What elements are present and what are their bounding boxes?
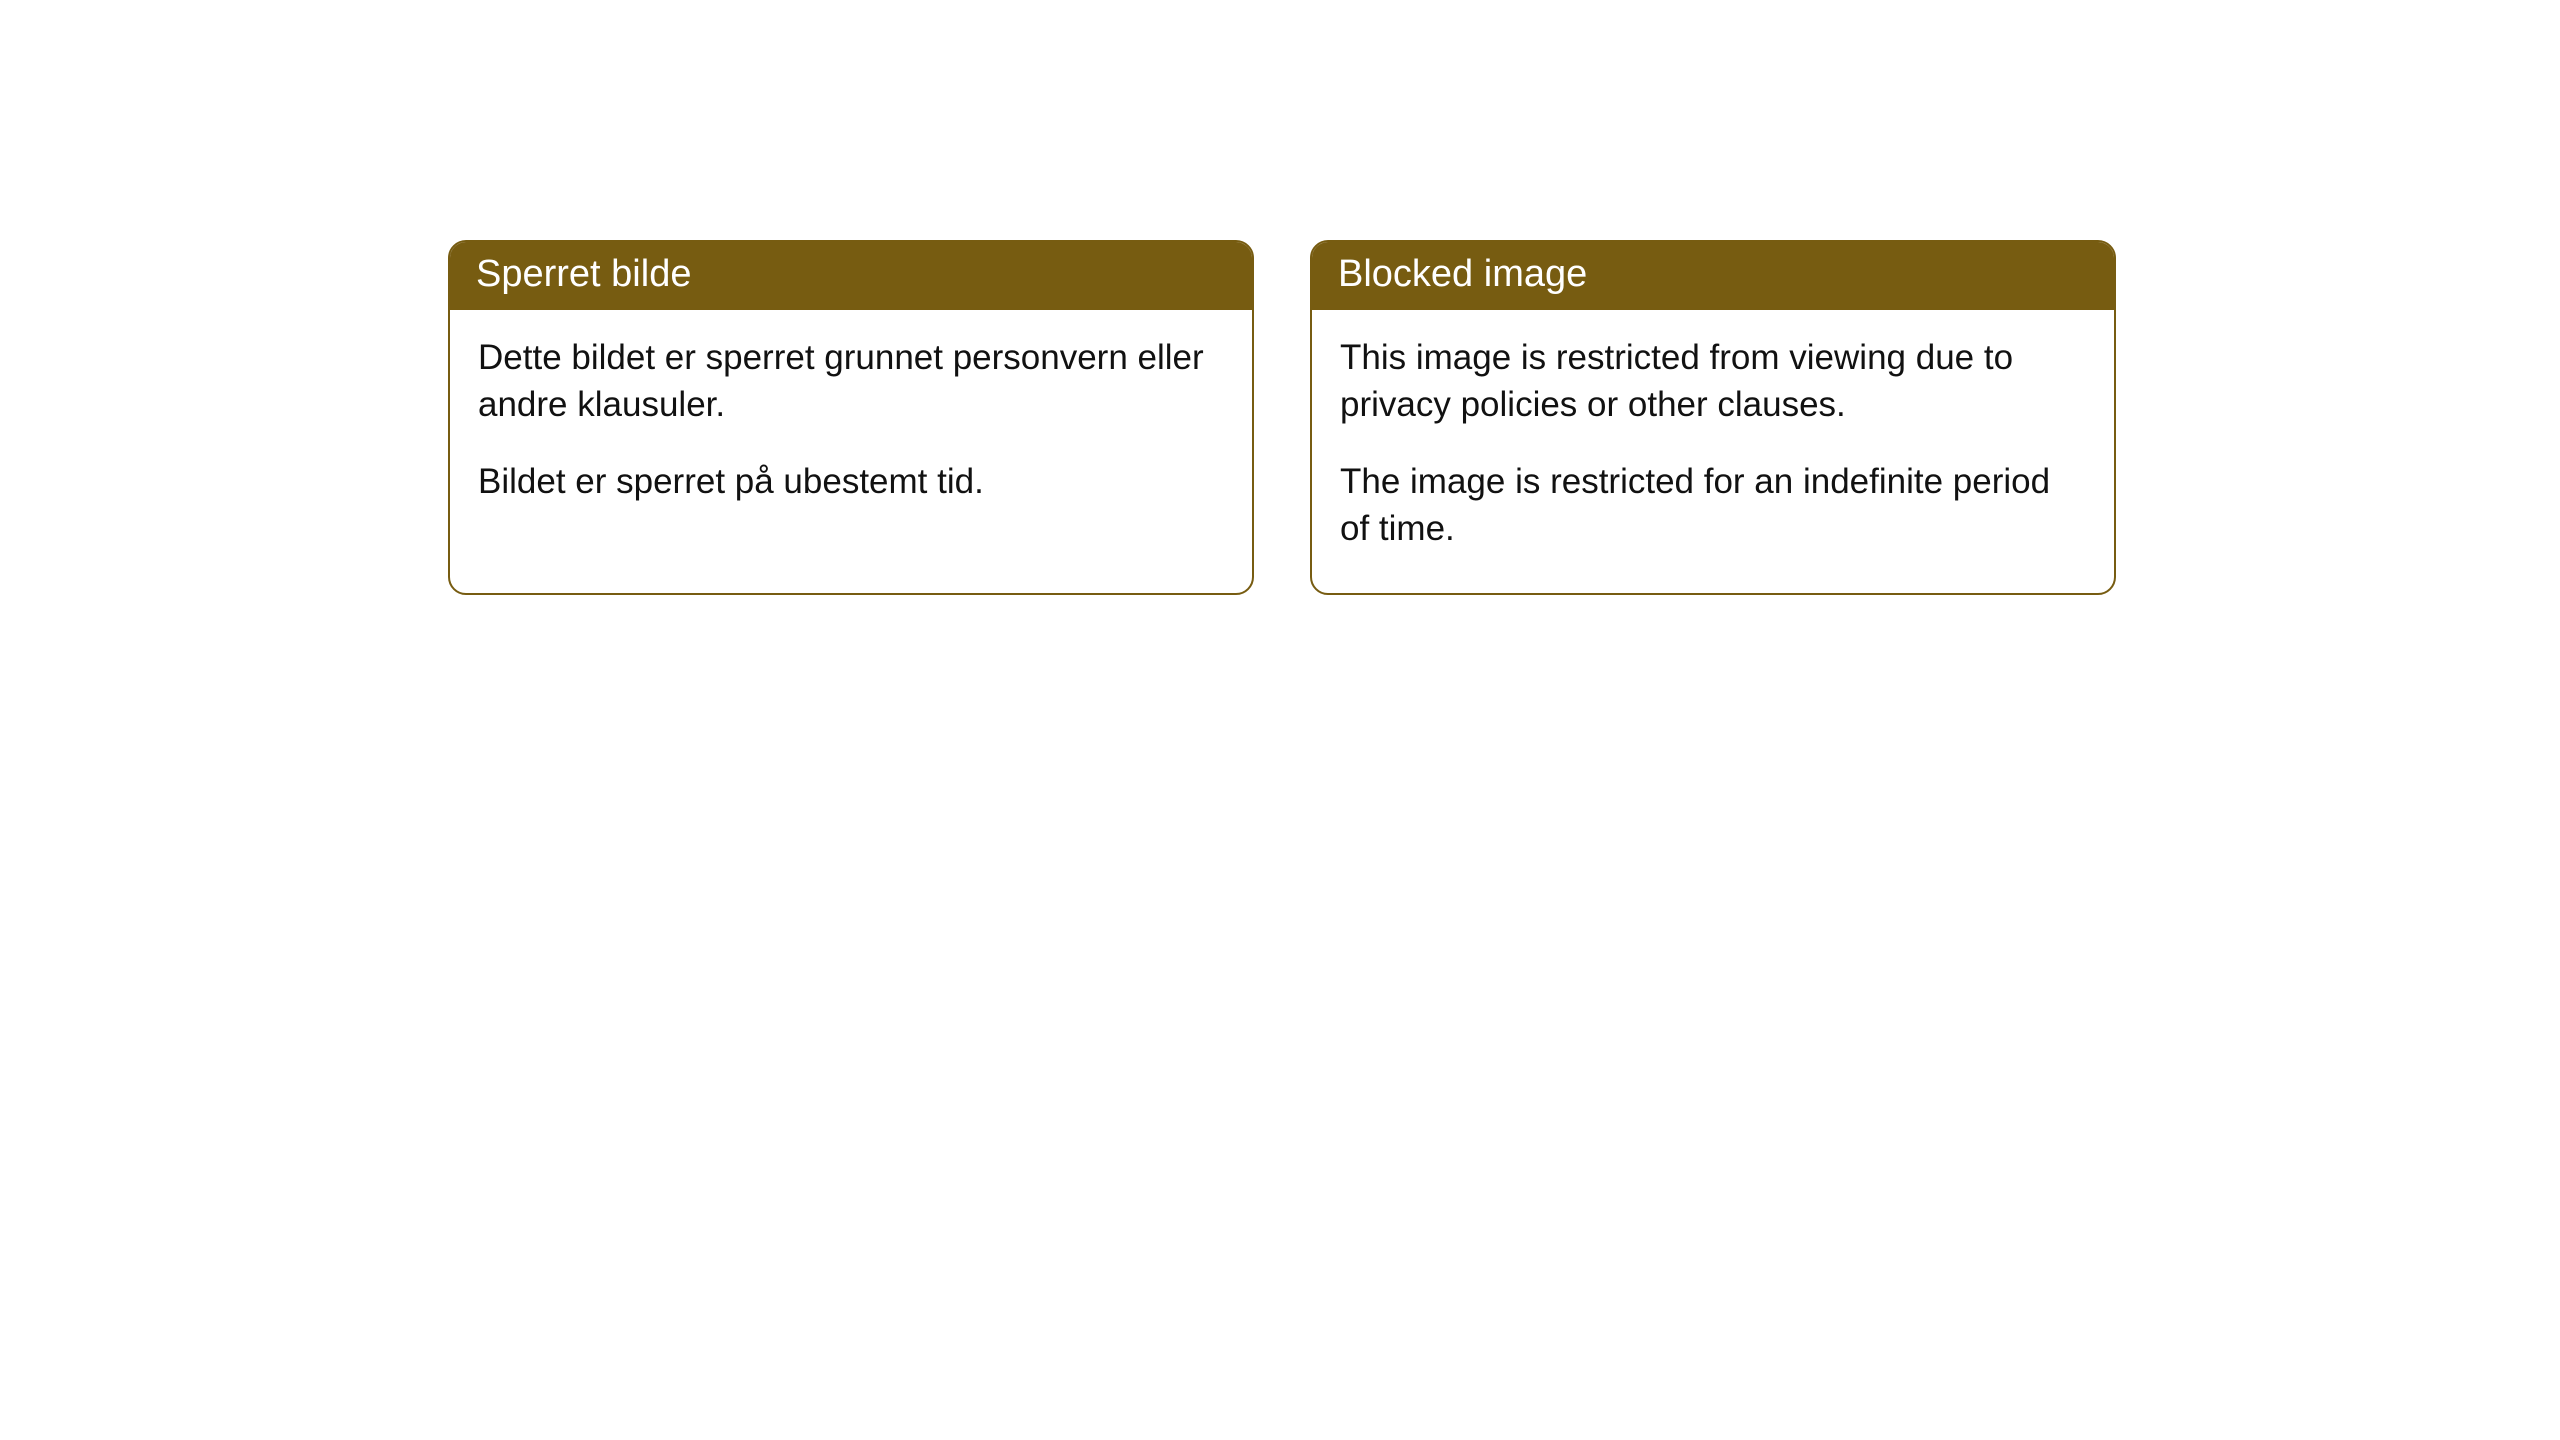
card-paragraph: Bildet er sperret på ubestemt tid. [478,458,1224,505]
notice-card-english: Blocked image This image is restricted f… [1310,240,2116,595]
card-paragraph: This image is restricted from viewing du… [1340,334,2086,429]
card-body: Dette bildet er sperret grunnet personve… [450,310,1252,546]
card-paragraph: The image is restricted for an indefinit… [1340,458,2086,553]
notice-card-norwegian: Sperret bilde Dette bildet er sperret gr… [448,240,1254,595]
card-body: This image is restricted from viewing du… [1312,310,2114,593]
card-header: Blocked image [1312,242,2114,310]
card-header: Sperret bilde [450,242,1252,310]
notice-container: Sperret bilde Dette bildet er sperret gr… [0,0,2560,595]
card-paragraph: Dette bildet er sperret grunnet personve… [478,334,1224,429]
